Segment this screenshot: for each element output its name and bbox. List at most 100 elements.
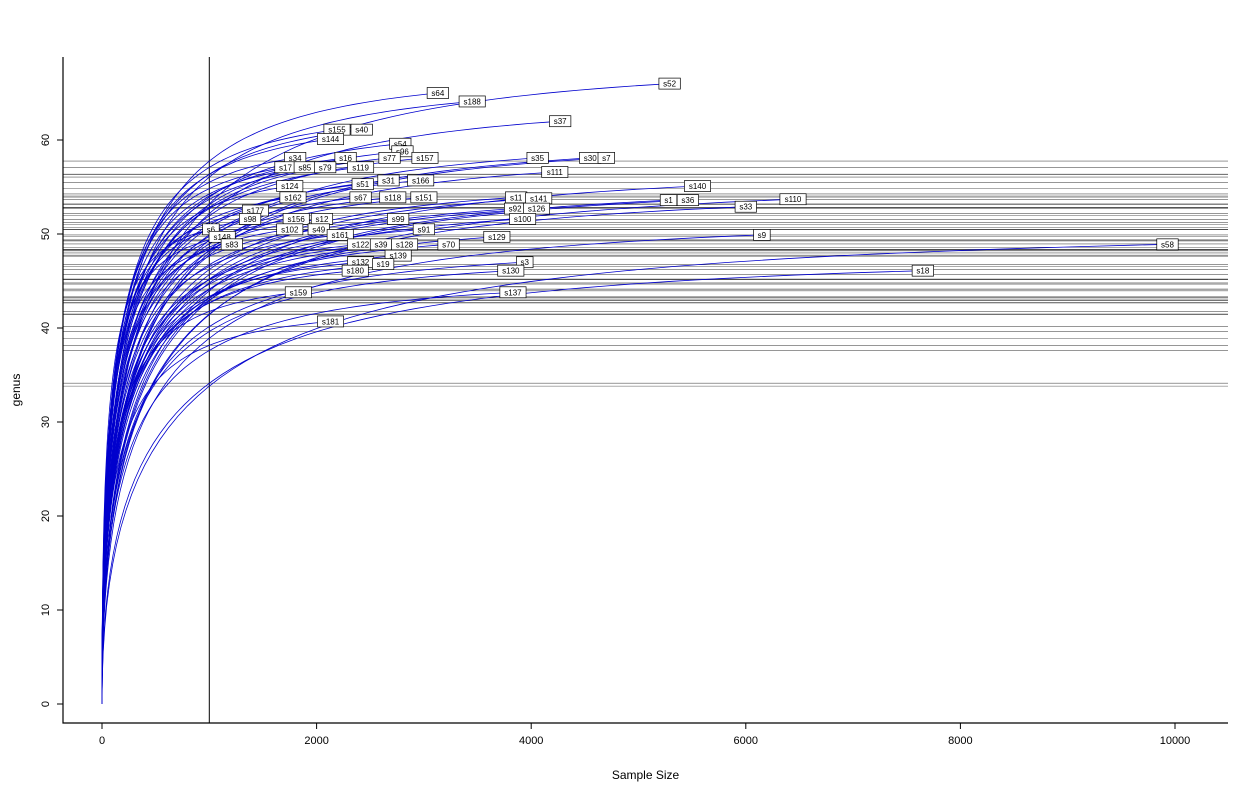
sample-label: s177 [247, 207, 265, 216]
sample-label: s79 [319, 163, 332, 172]
sample-label-box [497, 264, 525, 277]
sample-label-box [410, 191, 438, 204]
rarefaction-curve [101, 263, 384, 705]
y-tick-label: 20 [40, 510, 52, 522]
rarefaction-curve [101, 218, 297, 705]
sample-label-box [378, 152, 401, 164]
y-tick-label: 60 [40, 134, 52, 146]
sample-label-box [523, 202, 551, 215]
sample-label-box [597, 152, 615, 164]
sample-label-box [317, 315, 344, 328]
x-tick-label: 2000 [304, 735, 328, 747]
rarefaction-curve [101, 261, 361, 705]
sample-label: s161 [332, 231, 350, 240]
y-axis-label: genus [9, 373, 23, 407]
sample-label-box [239, 213, 262, 225]
sample-label: s126 [528, 205, 546, 214]
sample-label: s166 [412, 176, 430, 185]
sample-label: s51 [356, 180, 369, 189]
rarefaction-curve [101, 185, 698, 705]
sample-label: s35 [531, 154, 544, 163]
rarefaction-curve [101, 270, 356, 705]
sample-label-box [684, 180, 711, 192]
sample-label: s83 [225, 240, 238, 249]
rarefaction-curve [101, 196, 361, 705]
sample-label-box [483, 230, 511, 243]
rarefaction-curve [101, 255, 399, 705]
sample-label-box [779, 193, 807, 206]
sample-label-box [734, 200, 757, 213]
rarefaction-curve [101, 243, 1168, 705]
sample-label: s141 [530, 194, 548, 203]
rarefaction-curve [101, 218, 523, 705]
sample-label-box [350, 123, 373, 136]
rarefaction-curve [101, 291, 514, 705]
y-tick-label: 30 [40, 416, 52, 428]
sample-label: s67 [354, 193, 367, 202]
sample-label-box [326, 229, 354, 241]
sample-label-box [372, 258, 395, 270]
rarefaction-curve [101, 206, 746, 705]
sample-label: s19 [377, 260, 390, 269]
sample-label: s188 [464, 97, 482, 106]
x-tick-label: 10000 [1160, 735, 1191, 747]
sample-label-box [411, 152, 439, 164]
sample-label-box [384, 249, 412, 262]
x-tick-label: 6000 [734, 735, 758, 747]
sample-label: s122 [352, 240, 370, 249]
sample-label-box [437, 238, 460, 251]
x-axis-label: Sample Size [611, 768, 680, 782]
sample-label: s40 [355, 126, 368, 135]
sample-label: s85 [298, 163, 311, 172]
sample-label: s58 [1161, 240, 1174, 249]
sample-label: s151 [415, 193, 433, 202]
rarefaction-curve [101, 183, 363, 705]
sample-label: s137 [504, 288, 522, 297]
rarefaction-curve [101, 199, 688, 705]
sample-label: s181 [322, 317, 340, 326]
sample-label: s124 [281, 182, 299, 191]
sample-label: s1 [664, 196, 673, 205]
sample-label-box [911, 264, 934, 277]
axes [62, 57, 1228, 724]
sample-label: s140 [689, 182, 707, 191]
sample-label-box [377, 174, 400, 187]
rarefaction-curve [101, 171, 555, 705]
sample-label-box [334, 152, 357, 164]
sample-label: s9 [758, 231, 767, 240]
rarefaction-curve [101, 270, 923, 705]
sample-label-box [526, 152, 549, 164]
sample-label: s33 [739, 203, 752, 212]
sample-label: s159 [290, 288, 308, 297]
sample-label-box [412, 223, 435, 236]
sample-label-box [347, 161, 375, 174]
sample-label-box [499, 286, 527, 299]
sample-label: s34 [289, 154, 302, 163]
sample-label: s128 [396, 240, 414, 249]
sample-label: s64 [431, 89, 444, 98]
x-tick-label: 8000 [948, 735, 972, 747]
sample-label: s77 [383, 154, 396, 163]
rarefaction-curve [101, 321, 331, 705]
sample-label: s156 [288, 215, 306, 224]
sample-label: s148 [213, 233, 231, 242]
sample-label: s12 [316, 215, 329, 224]
rarefaction-curve [101, 291, 299, 705]
sample-label-box [284, 286, 312, 299]
rarefaction-curve [101, 243, 449, 705]
sample-label: s157 [416, 154, 434, 163]
rarefaction-curve [101, 234, 341, 705]
rarefaction-curve [101, 228, 319, 705]
sample-label-box [276, 223, 304, 236]
sample-label-box [351, 178, 374, 191]
sample-label: s111 [547, 168, 564, 177]
sample-label-box [407, 174, 435, 187]
sample-label: s102 [281, 225, 299, 234]
sample-label: s30 [584, 154, 597, 163]
sample-label: s162 [284, 193, 302, 202]
sample-label-box [317, 133, 344, 145]
sample-label-box [509, 213, 537, 225]
sample-label: s118 [384, 193, 401, 202]
sample-label: s18 [916, 267, 929, 276]
